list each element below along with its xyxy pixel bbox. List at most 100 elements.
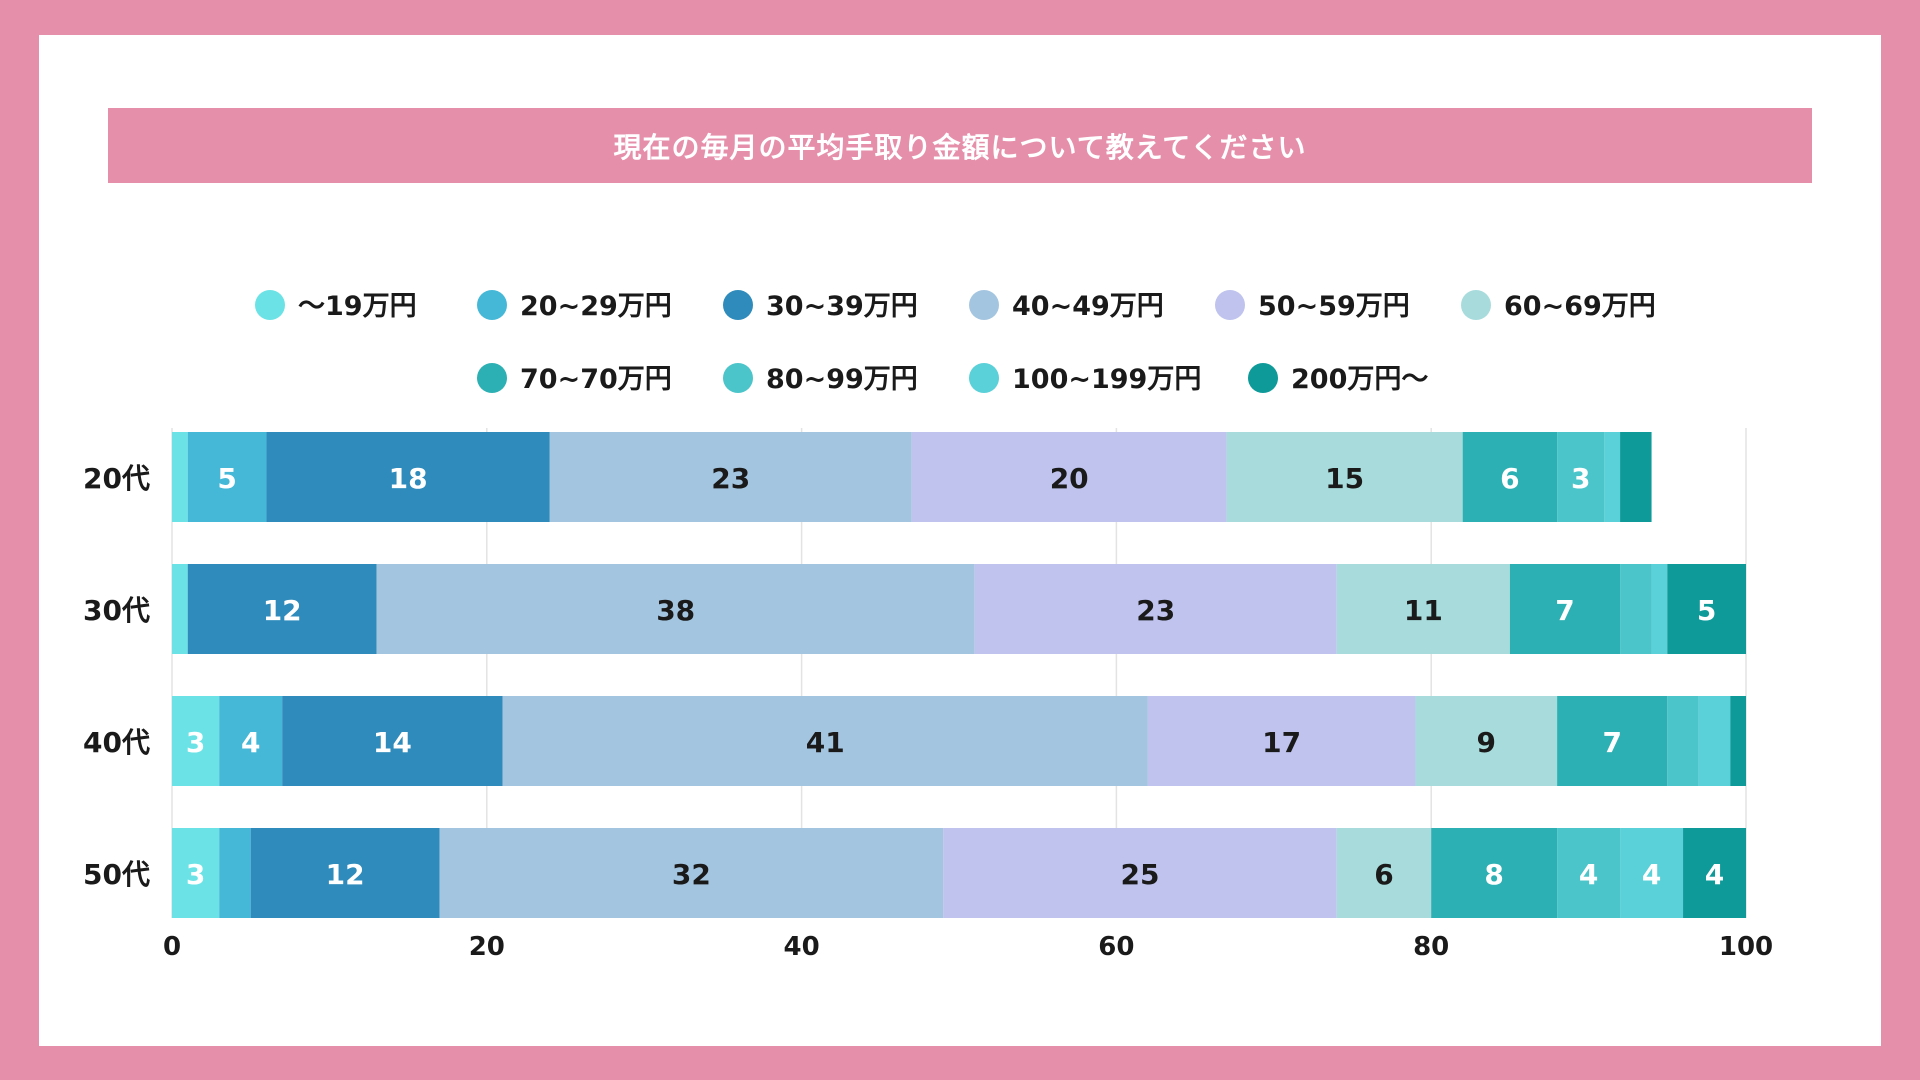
bar-segment — [1462, 432, 1558, 522]
data-label: 8 — [1484, 858, 1503, 891]
data-label: 14 — [373, 726, 412, 759]
data-label: 32 — [672, 858, 711, 891]
x-tick-label: 40 — [784, 932, 820, 962]
legend-marker — [969, 363, 999, 393]
legend: 〜19万円 20~29万円 30~39万円 40~49万円 50~59万円 60~69万円… — [255, 290, 1656, 395]
data-label: 4 — [1579, 858, 1598, 891]
bar-segment — [187, 564, 377, 654]
legend-label: 〜19万円 — [298, 291, 417, 322]
legend-label: 200万円〜 — [1291, 364, 1428, 395]
x-tick-label: 100 — [1719, 932, 1773, 962]
bar-segment — [187, 432, 267, 522]
category-label: 20代 — [83, 462, 150, 495]
bar-segment — [219, 828, 251, 918]
bar-segment — [502, 696, 1148, 786]
data-label: 25 — [1121, 858, 1160, 891]
data-label: 4 — [1705, 858, 1724, 891]
chart-title: 現在の毎月の平均手取り金額について教えてください — [613, 130, 1307, 164]
legend-label: 20~29万円 — [520, 291, 672, 322]
legend-marker — [969, 290, 999, 320]
bar-segment — [1557, 828, 1621, 918]
category-label: 30代 — [83, 594, 150, 627]
data-label: 3 — [186, 858, 205, 891]
legend-marker — [1215, 290, 1245, 320]
bar-segment — [1147, 696, 1416, 786]
data-label: 4 — [1642, 858, 1661, 891]
bar-segment — [250, 828, 440, 918]
data-label: 12 — [326, 858, 365, 891]
data-label: 5 — [217, 462, 236, 495]
bar-segment — [1509, 564, 1621, 654]
legend-label: 40~49万円 — [1012, 291, 1164, 322]
bar-segment — [376, 564, 975, 654]
x-tick-label: 60 — [1098, 932, 1134, 962]
x-tick-label: 0 — [163, 932, 181, 962]
data-label: 7 — [1555, 594, 1574, 627]
bar-segment — [1336, 828, 1432, 918]
bar-segment — [1557, 696, 1668, 786]
bar-segment — [1336, 564, 1510, 654]
bar-segment — [549, 432, 912, 522]
data-label: 5 — [1697, 594, 1716, 627]
bar-segment — [1431, 828, 1558, 918]
legend-label: 80~99万円 — [766, 364, 918, 395]
legend-marker — [1248, 363, 1278, 393]
x-axis: 0 20 40 60 80 100 — [163, 932, 1773, 962]
bar-segment — [974, 564, 1337, 654]
bar-segment — [172, 696, 220, 786]
legend-marker — [477, 363, 507, 393]
data-label: 20 — [1050, 462, 1089, 495]
bar-segment — [1604, 432, 1621, 522]
data-label: 15 — [1325, 462, 1364, 495]
legend-marker — [723, 363, 753, 393]
bar-segment — [1698, 696, 1731, 786]
data-label: 18 — [389, 462, 428, 495]
data-label: 11 — [1404, 594, 1443, 627]
legend-marker — [255, 290, 285, 320]
bar-segment — [1730, 696, 1746, 786]
data-label: 38 — [656, 594, 695, 627]
data-label: 7 — [1602, 726, 1621, 759]
data-label: 17 — [1262, 726, 1301, 759]
bar-segment — [266, 432, 550, 522]
legend-label: 50~59万円 — [1258, 291, 1410, 322]
x-tick-label: 80 — [1413, 932, 1449, 962]
bar-segment — [1620, 432, 1652, 522]
bar-segment — [1667, 564, 1746, 654]
bar-segment — [172, 564, 188, 654]
legend-label: 30~39万円 — [766, 291, 918, 322]
bar-segment — [172, 828, 220, 918]
legend-label: 70~70万円 — [520, 364, 672, 395]
title-bar: 現在の毎月の平均手取り金額について教えてください — [108, 108, 1812, 183]
bar-segment — [1557, 432, 1605, 522]
bar-segment — [1620, 564, 1652, 654]
bar-segment — [219, 696, 283, 786]
legend-label: 60~69万円 — [1504, 291, 1656, 322]
data-label: 3 — [1571, 462, 1590, 495]
data-label: 4 — [241, 726, 260, 759]
bar-segment — [1667, 696, 1699, 786]
data-label: 6 — [1500, 462, 1519, 495]
bar-segment — [1620, 828, 1684, 918]
legend-marker — [723, 290, 753, 320]
bar-segment — [1415, 696, 1558, 786]
data-label: 6 — [1374, 858, 1393, 891]
bar-segment — [439, 828, 944, 918]
bar-segment — [1683, 828, 1746, 918]
bar-segment — [911, 432, 1227, 522]
legend-marker — [477, 290, 507, 320]
legend-marker — [1461, 290, 1491, 320]
category-label: 40代 — [83, 726, 150, 759]
bar-segment — [1226, 432, 1463, 522]
data-label: 3 — [186, 726, 205, 759]
x-tick-label: 20 — [469, 932, 505, 962]
data-label: 9 — [1477, 726, 1496, 759]
category-label: 50代 — [83, 858, 150, 891]
legend-label: 100~199万円 — [1012, 364, 1201, 395]
bar-segment — [1651, 564, 1668, 654]
bar-segment — [282, 696, 503, 786]
data-label: 23 — [711, 462, 750, 495]
data-label: 41 — [806, 726, 845, 759]
